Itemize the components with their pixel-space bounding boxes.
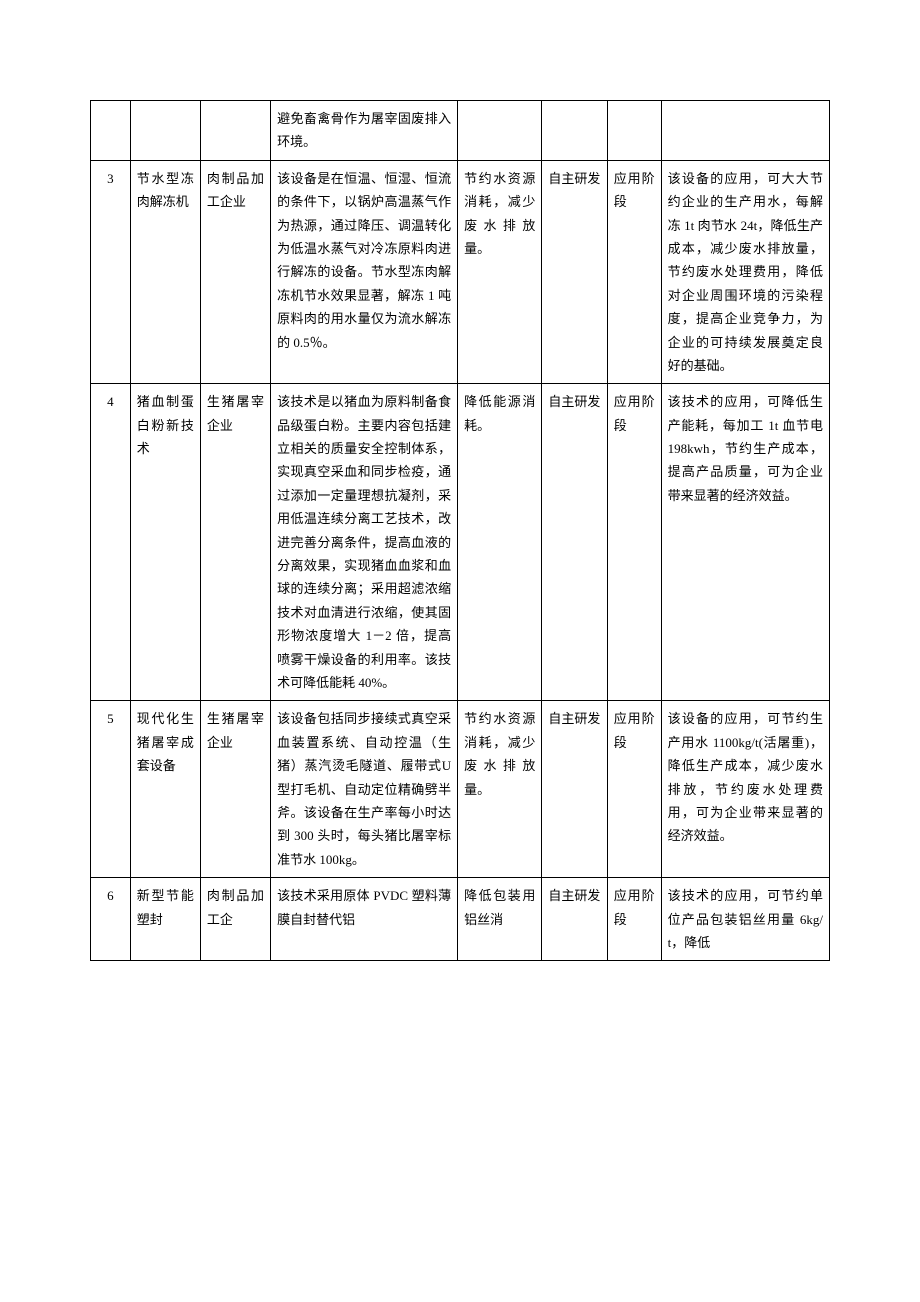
cell-name: 现代化生猪屠宰成套设备	[130, 701, 200, 878]
cell-num: 5	[91, 701, 131, 878]
cell-source	[542, 101, 607, 161]
table-row: 5 现代化生猪屠宰成套设备 生猪屠宰企业 该设备包括同步接续式真空采血装置系统、…	[91, 701, 830, 878]
cell-scope: 生猪屠宰企业	[200, 384, 270, 701]
cell-reason: 降低包装用铝丝消	[458, 878, 542, 961]
cell-reason	[458, 101, 542, 161]
table-row: 6 新型节能塑封 肉制品加工企 该技术采用原体 PVDC 塑料薄膜自封替代铝 降…	[91, 878, 830, 961]
cell-benefit: 该设备的应用，可大大节约企业的生产用水，每解冻 1t 肉节水 24t，降低生产成…	[661, 160, 829, 384]
cell-stage: 应用阶段	[607, 878, 661, 961]
cell-reason: 降低能源消耗。	[458, 384, 542, 701]
cell-benefit: 该技术的应用，可降低生产能耗，每加工 1t 血节电 198kwh，节约生产成本，…	[661, 384, 829, 701]
cell-desc: 避免畜禽骨作为屠宰固废排入环境。	[271, 101, 458, 161]
table-row: 避免畜禽骨作为屠宰固废排入环境。	[91, 101, 830, 161]
cell-num: 4	[91, 384, 131, 701]
cell-stage: 应用阶段	[607, 701, 661, 878]
cell-source: 自主研发	[542, 160, 607, 384]
cell-desc: 该技术采用原体 PVDC 塑料薄膜自封替代铝	[271, 878, 458, 961]
cell-name: 节水型冻肉解冻机	[130, 160, 200, 384]
cell-stage	[607, 101, 661, 161]
cell-desc: 该设备是在恒温、恒湿、恒流的条件下，以锅炉高温蒸气作为热源，通过降压、调温转化为…	[271, 160, 458, 384]
table-row: 3 节水型冻肉解冻机 肉制品加工企业 该设备是在恒温、恒湿、恒流的条件下，以锅炉…	[91, 160, 830, 384]
table-row: 4 猪血制蛋白粉新技术 生猪屠宰企业 该技术是以猪血为原料制备食品级蛋白粉。主要…	[91, 384, 830, 701]
cell-scope: 肉制品加工企业	[200, 160, 270, 384]
cell-name: 猪血制蛋白粉新技术	[130, 384, 200, 701]
cell-scope: 肉制品加工企	[200, 878, 270, 961]
cell-reason: 节约水资源消耗，减少废水排放量。	[458, 160, 542, 384]
cell-benefit	[661, 101, 829, 161]
cell-stage: 应用阶段	[607, 160, 661, 384]
cell-num: 3	[91, 160, 131, 384]
cell-name	[130, 101, 200, 161]
cell-desc: 该技术是以猪血为原料制备食品级蛋白粉。主要内容包括建立相关的质量安全控制体系，实…	[271, 384, 458, 701]
cell-benefit: 该技术的应用，可节约单位产品包装铝丝用量 6kg/t，降低	[661, 878, 829, 961]
table-body: 避免畜禽骨作为屠宰固废排入环境。 3 节水型冻肉解冻机 肉制品加工企业 该设备是…	[91, 101, 830, 961]
cell-source: 自主研发	[542, 384, 607, 701]
cell-stage: 应用阶段	[607, 384, 661, 701]
cell-num: 6	[91, 878, 131, 961]
cell-scope	[200, 101, 270, 161]
cell-desc: 该设备包括同步接续式真空采血装置系统、自动控温（生猪）蒸汽烫毛隧道、履带式U型打…	[271, 701, 458, 878]
cell-source: 自主研发	[542, 878, 607, 961]
cell-benefit: 该设备的应用，可节约生产用水 1100kg/t(活屠重)，降低生产成本，减少废水…	[661, 701, 829, 878]
cell-scope: 生猪屠宰企业	[200, 701, 270, 878]
technology-table: 避免畜禽骨作为屠宰固废排入环境。 3 节水型冻肉解冻机 肉制品加工企业 该设备是…	[90, 100, 830, 961]
cell-num	[91, 101, 131, 161]
cell-reason: 节约水资源消耗，减少废水排放量。	[458, 701, 542, 878]
cell-source: 自主研发	[542, 701, 607, 878]
cell-name: 新型节能塑封	[130, 878, 200, 961]
